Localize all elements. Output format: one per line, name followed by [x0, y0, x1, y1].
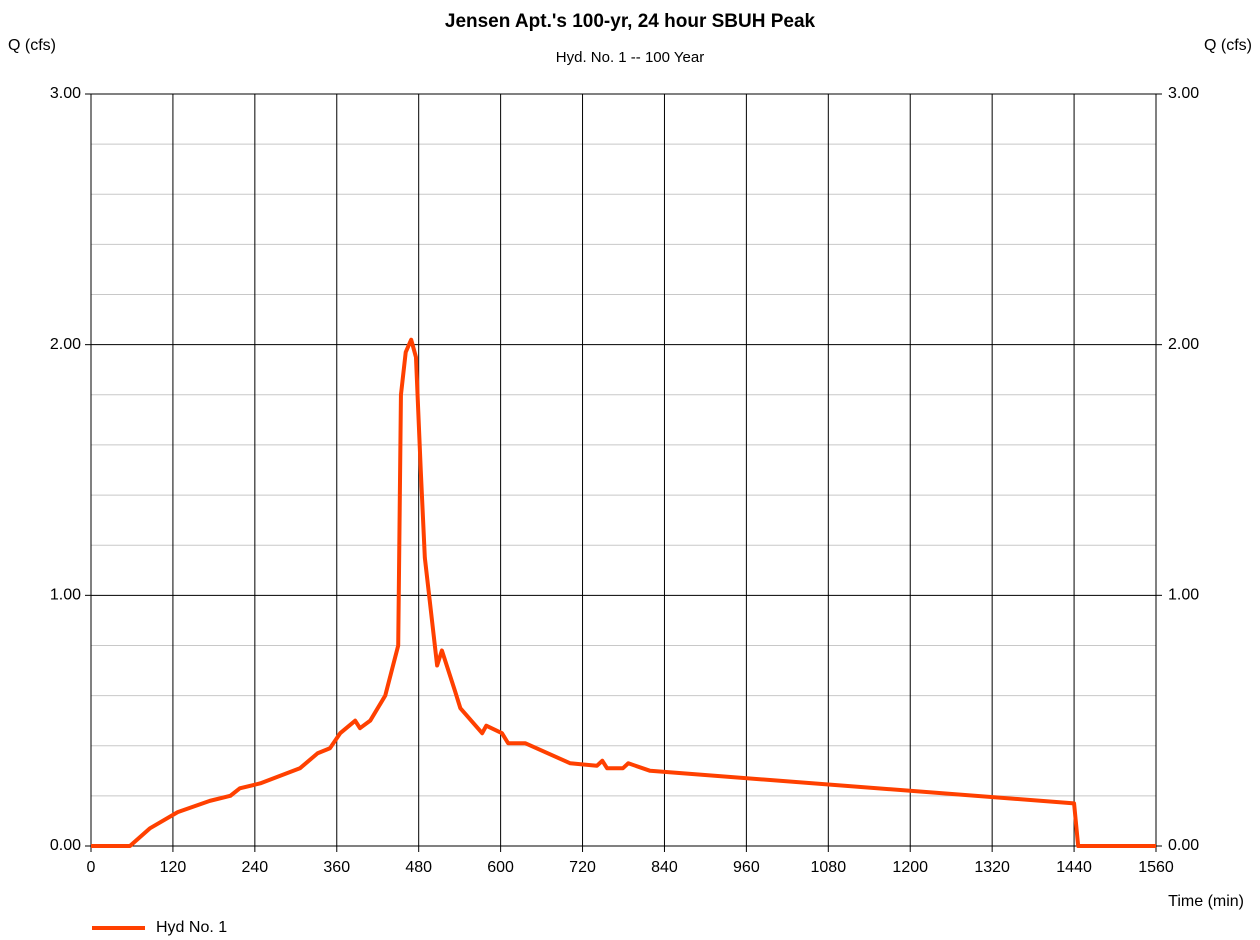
legend-label: Hyd No. 1 [156, 919, 227, 936]
x-tick-label: 0 [87, 859, 96, 876]
x-tick-label: 960 [733, 859, 760, 876]
x-axis-label: Time (min) [1168, 893, 1244, 910]
plot-frame [90, 93, 1157, 847]
series-line [91, 337, 1156, 848]
x-tick-label: 1320 [974, 859, 1010, 876]
y2-axis-label: Q (cfs) [1204, 37, 1252, 54]
y2-tick-label: 0.00 [1168, 837, 1199, 854]
y-tick-label: 0.00 [50, 837, 81, 854]
y2-tick-label: 3.00 [1168, 85, 1199, 102]
y-tick-label: 1.00 [50, 587, 81, 604]
y-axis-label: Q (cfs) [8, 37, 56, 54]
x-tick-label: 840 [651, 859, 678, 876]
x-tick-label: 480 [405, 859, 432, 876]
x-tick-label: 360 [323, 859, 350, 876]
x-tick-label: 1080 [811, 859, 847, 876]
y-tick-label: 2.00 [50, 336, 81, 353]
x-tick-label: 120 [160, 859, 187, 876]
chart-title: Jensen Apt.'s 100-yr, 24 hour SBUH Peak [445, 11, 816, 32]
x-tick-label: 1200 [892, 859, 928, 876]
x-tick-label: 240 [241, 859, 268, 876]
chart-subtitle: Hyd. No. 1 -- 100 Year [556, 49, 704, 66]
x-tick-label: 1560 [1138, 859, 1174, 876]
y2-tick-label: 2.00 [1168, 336, 1199, 353]
x-tick-label: 720 [569, 859, 596, 876]
x-tick-label: 600 [487, 859, 514, 876]
x-tick-label: 1440 [1056, 859, 1092, 876]
y-tick-label: 3.00 [50, 85, 81, 102]
y2-tick-label: 1.00 [1168, 587, 1199, 604]
